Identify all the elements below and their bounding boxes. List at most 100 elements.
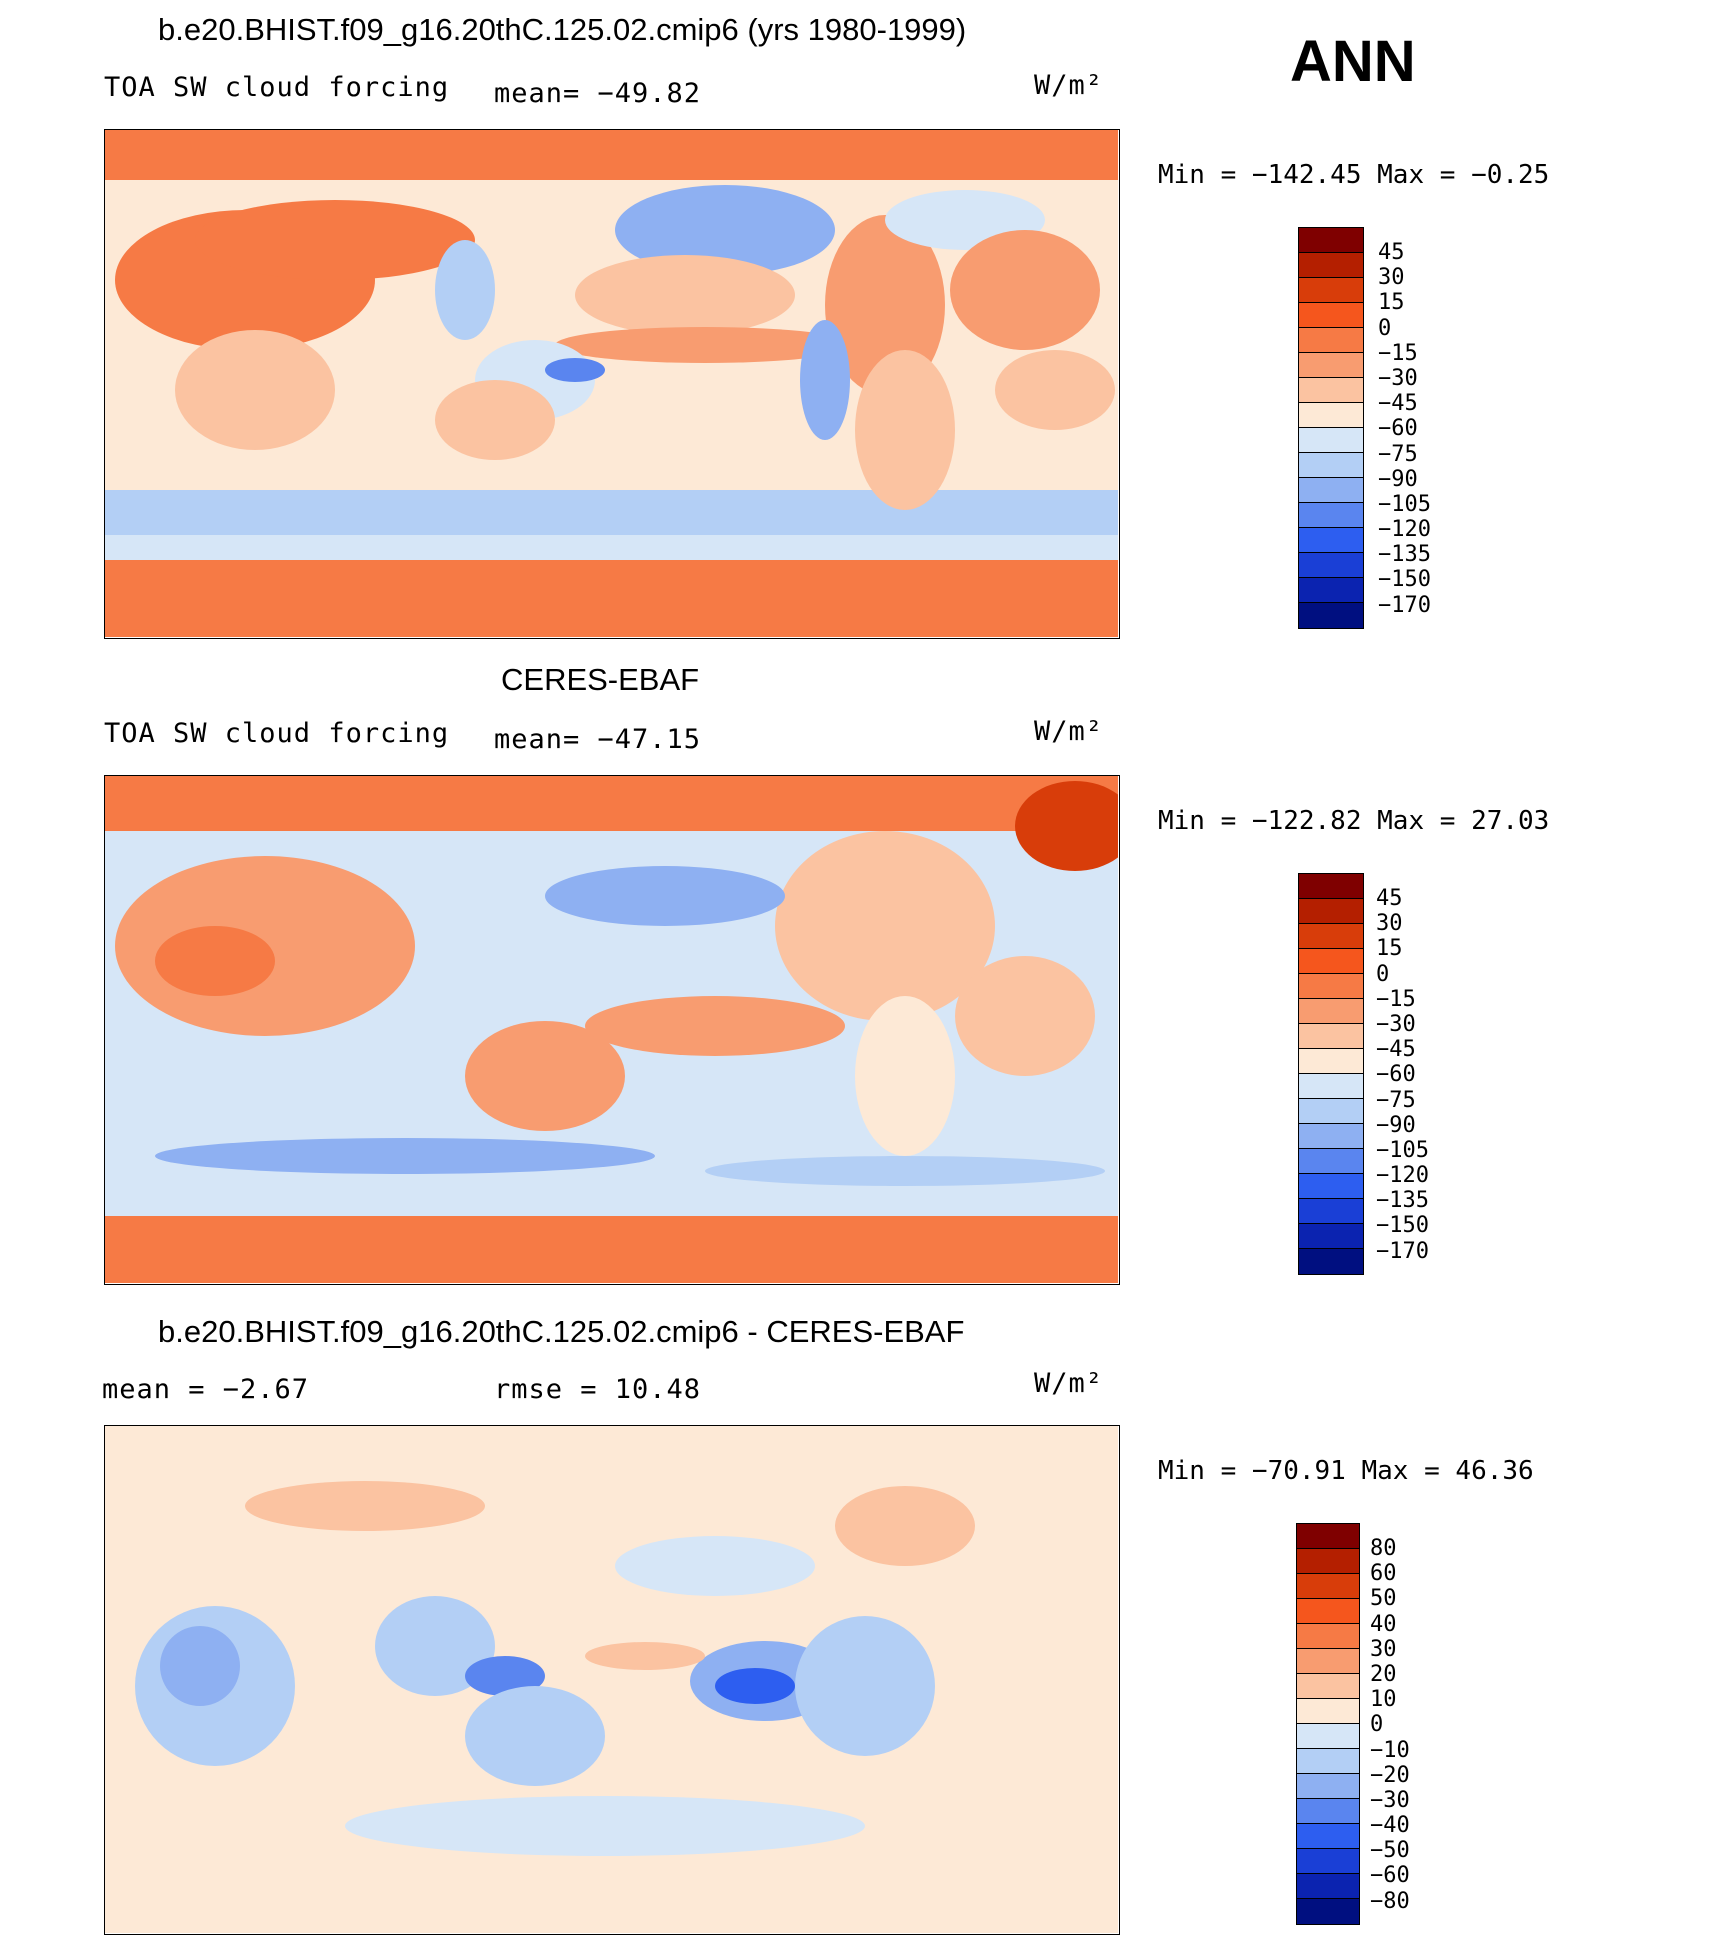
panel-1-units: W/m² xyxy=(1034,70,1104,101)
panel-2-colorbar-swatch xyxy=(1299,1124,1363,1149)
panel-2-colorbar-swatch xyxy=(1299,1049,1363,1074)
panel-2-colorbar-swatch xyxy=(1299,1174,1363,1199)
panel-3-colorbar-swatch xyxy=(1297,1549,1359,1574)
panel-2-colorbar-swatch xyxy=(1299,1249,1363,1274)
panel-3-colorbar-swatch xyxy=(1297,1849,1359,1874)
panel-2-colorbar-swatch xyxy=(1299,924,1363,949)
panel-1-map-field xyxy=(105,130,1118,637)
panel-3-colorbar-label: 20 xyxy=(1370,1661,1397,1687)
panel-3-colorbar-label: 80 xyxy=(1370,1536,1397,1561)
panel-2-colorbar-label: −170 xyxy=(1376,1238,1429,1264)
panel-3-colorbar-swatch xyxy=(1297,1624,1359,1649)
panel-2-title: CERES-EBAF xyxy=(501,662,700,697)
panel-1-colorbar-label: −45 xyxy=(1378,391,1418,417)
panel-1-colorbar-swatch xyxy=(1299,603,1363,628)
panel-2-variable: TOA SW cloud forcing xyxy=(104,718,450,749)
panel-2-colorbar-label: −15 xyxy=(1376,986,1416,1012)
panel-1-colorbar-swatch xyxy=(1299,478,1363,503)
panel-3-colorbar-label: −60 xyxy=(1370,1863,1410,1889)
panel-2-colorbar-swatch xyxy=(1299,1099,1363,1124)
panel-3-colorbar-label: −40 xyxy=(1370,1813,1410,1839)
panel-1-colorbar-swatch xyxy=(1299,328,1363,353)
panel-2-colorbar-label: −45 xyxy=(1376,1037,1416,1063)
panel-1-colorbar-swatch xyxy=(1299,403,1363,428)
panel-1-colorbar-label: −120 xyxy=(1378,517,1431,543)
panel-2-colorbar-label: −105 xyxy=(1376,1137,1429,1163)
panel-2-colorbar-label: −150 xyxy=(1376,1213,1429,1239)
panel-1-colorbar-label: −135 xyxy=(1378,542,1431,568)
panel-3-colorbar-swatch xyxy=(1297,1899,1359,1924)
panel-3-colorbar-label: −50 xyxy=(1370,1838,1410,1864)
panel-2-colorbar-label: −60 xyxy=(1376,1062,1416,1088)
panel-3-title: b.e20.BHIST.f09_g16.20thC.125.02.cmip6 -… xyxy=(158,1314,965,1349)
panel-2-colorbar-label: −90 xyxy=(1376,1112,1416,1138)
panel-1-range: Min = −142.45 Max = −0.25 xyxy=(1158,160,1550,190)
panel-3-colorbar-label: 30 xyxy=(1370,1636,1397,1662)
panel-2-map-field xyxy=(105,776,1118,1283)
panel-2-colorbar-label: 15 xyxy=(1376,936,1403,962)
panel-1-colorbar-swatch xyxy=(1299,428,1363,453)
panel-2-colorbar-label: −75 xyxy=(1376,1087,1416,1113)
panel-1-colorbar-swatch xyxy=(1299,253,1363,278)
panel-2-range: Min = −122.82 Max = 27.03 xyxy=(1158,806,1550,836)
panel-1-colorbar-swatch xyxy=(1299,378,1363,403)
panel-1-colorbar-swatch xyxy=(1299,353,1363,378)
panel-3-colorbar-label: 40 xyxy=(1370,1611,1397,1637)
panel-1-colorbar-label: 0 xyxy=(1378,315,1392,341)
panel-2-colorbar-swatch xyxy=(1299,1149,1363,1174)
panel-2-colorbar-label: 0 xyxy=(1376,961,1390,987)
panel-3-colorbar-label: −30 xyxy=(1370,1787,1410,1813)
panel-1-colorbar-label: −15 xyxy=(1378,340,1418,366)
panel-3-range: Min = −70.91 Max = 46.36 xyxy=(1158,1456,1534,1486)
panel-1-colorbar-swatch xyxy=(1299,228,1363,253)
panel-3-colorbar-labels: 80 60 50 40 30 20 10 0 −10 −20 −30 −40 −50 −60 −80 xyxy=(1370,1536,1410,1914)
panel-3-units: W/m² xyxy=(1034,1368,1104,1399)
panel-1-colorbar-label: −90 xyxy=(1378,466,1418,492)
panel-3-colorbar-swatch xyxy=(1297,1749,1359,1774)
panel-1-mean: mean= −49.82 xyxy=(494,78,702,109)
panel-1-colorbar-swatch xyxy=(1299,528,1363,553)
panel-2-colorbar-swatch xyxy=(1299,1224,1363,1249)
panel-2-colorbar xyxy=(1298,873,1364,1275)
panel-1-title: b.e20.BHIST.f09_g16.20thC.125.02.cmip6 (… xyxy=(158,12,967,47)
panel-2-colorbar-swatch xyxy=(1299,999,1363,1024)
panel-3-colorbar-swatch xyxy=(1297,1799,1359,1824)
panel-3-colorbar-swatch xyxy=(1297,1524,1359,1549)
panel-3-map-field xyxy=(105,1426,1118,1933)
panel-1-colorbar-swatch xyxy=(1299,278,1363,303)
panel-1-colorbar-label: 15 xyxy=(1378,290,1405,316)
panel-2-units: W/m² xyxy=(1034,716,1104,747)
panel-3-colorbar-swatch xyxy=(1297,1724,1359,1749)
panel-1-colorbar-label: −30 xyxy=(1378,365,1418,391)
season-label: ANN xyxy=(1290,29,1416,94)
panel-2-colorbar-label: −135 xyxy=(1376,1188,1429,1214)
panel-1-colorbar-label: −75 xyxy=(1378,441,1418,467)
panel-3-colorbar-label: −20 xyxy=(1370,1762,1410,1788)
panel-1-colorbar-swatch xyxy=(1299,578,1363,603)
panel-3-colorbar-label: 10 xyxy=(1370,1687,1397,1713)
panel-1-variable: TOA SW cloud forcing xyxy=(104,72,450,103)
panel-3-colorbar-swatch xyxy=(1297,1649,1359,1674)
panel-1-colorbar-label: 45 xyxy=(1378,240,1405,265)
panel-3-colorbar-label: −10 xyxy=(1370,1737,1410,1763)
panel-2-colorbar-swatch xyxy=(1299,974,1363,999)
panel-2-colorbar-swatch xyxy=(1299,899,1363,924)
panel-2-colorbar-label: 30 xyxy=(1376,911,1403,937)
panel-1-colorbar-label: −105 xyxy=(1378,491,1431,517)
panel-3-colorbar-swatch xyxy=(1297,1774,1359,1799)
panel-3-colorbar-swatch xyxy=(1297,1674,1359,1699)
panel-1-map xyxy=(104,129,1120,639)
panel-2-colorbar-swatch xyxy=(1299,874,1363,899)
panel-2-colorbar-labels: 45 30 15 0 −15 −30 −45 −60 −75 −90 −105 −120 −135 −15… xyxy=(1376,886,1429,1264)
panel-2-colorbar-label: 45 xyxy=(1376,886,1403,911)
panel-3-colorbar-label: −80 xyxy=(1370,1888,1410,1914)
panel-1-colorbar-swatch xyxy=(1299,503,1363,528)
panel-1-colorbar-label: −60 xyxy=(1378,416,1418,442)
panel-3-colorbar-label: 50 xyxy=(1370,1586,1397,1612)
panel-2-colorbar-swatch xyxy=(1299,1024,1363,1049)
panel-2-map xyxy=(104,775,1120,1285)
panel-3-colorbar xyxy=(1296,1523,1360,1925)
panel-3-colorbar-swatch xyxy=(1297,1824,1359,1849)
panel-1-colorbar-label: −150 xyxy=(1378,567,1431,593)
panel-3-map xyxy=(104,1425,1120,1935)
